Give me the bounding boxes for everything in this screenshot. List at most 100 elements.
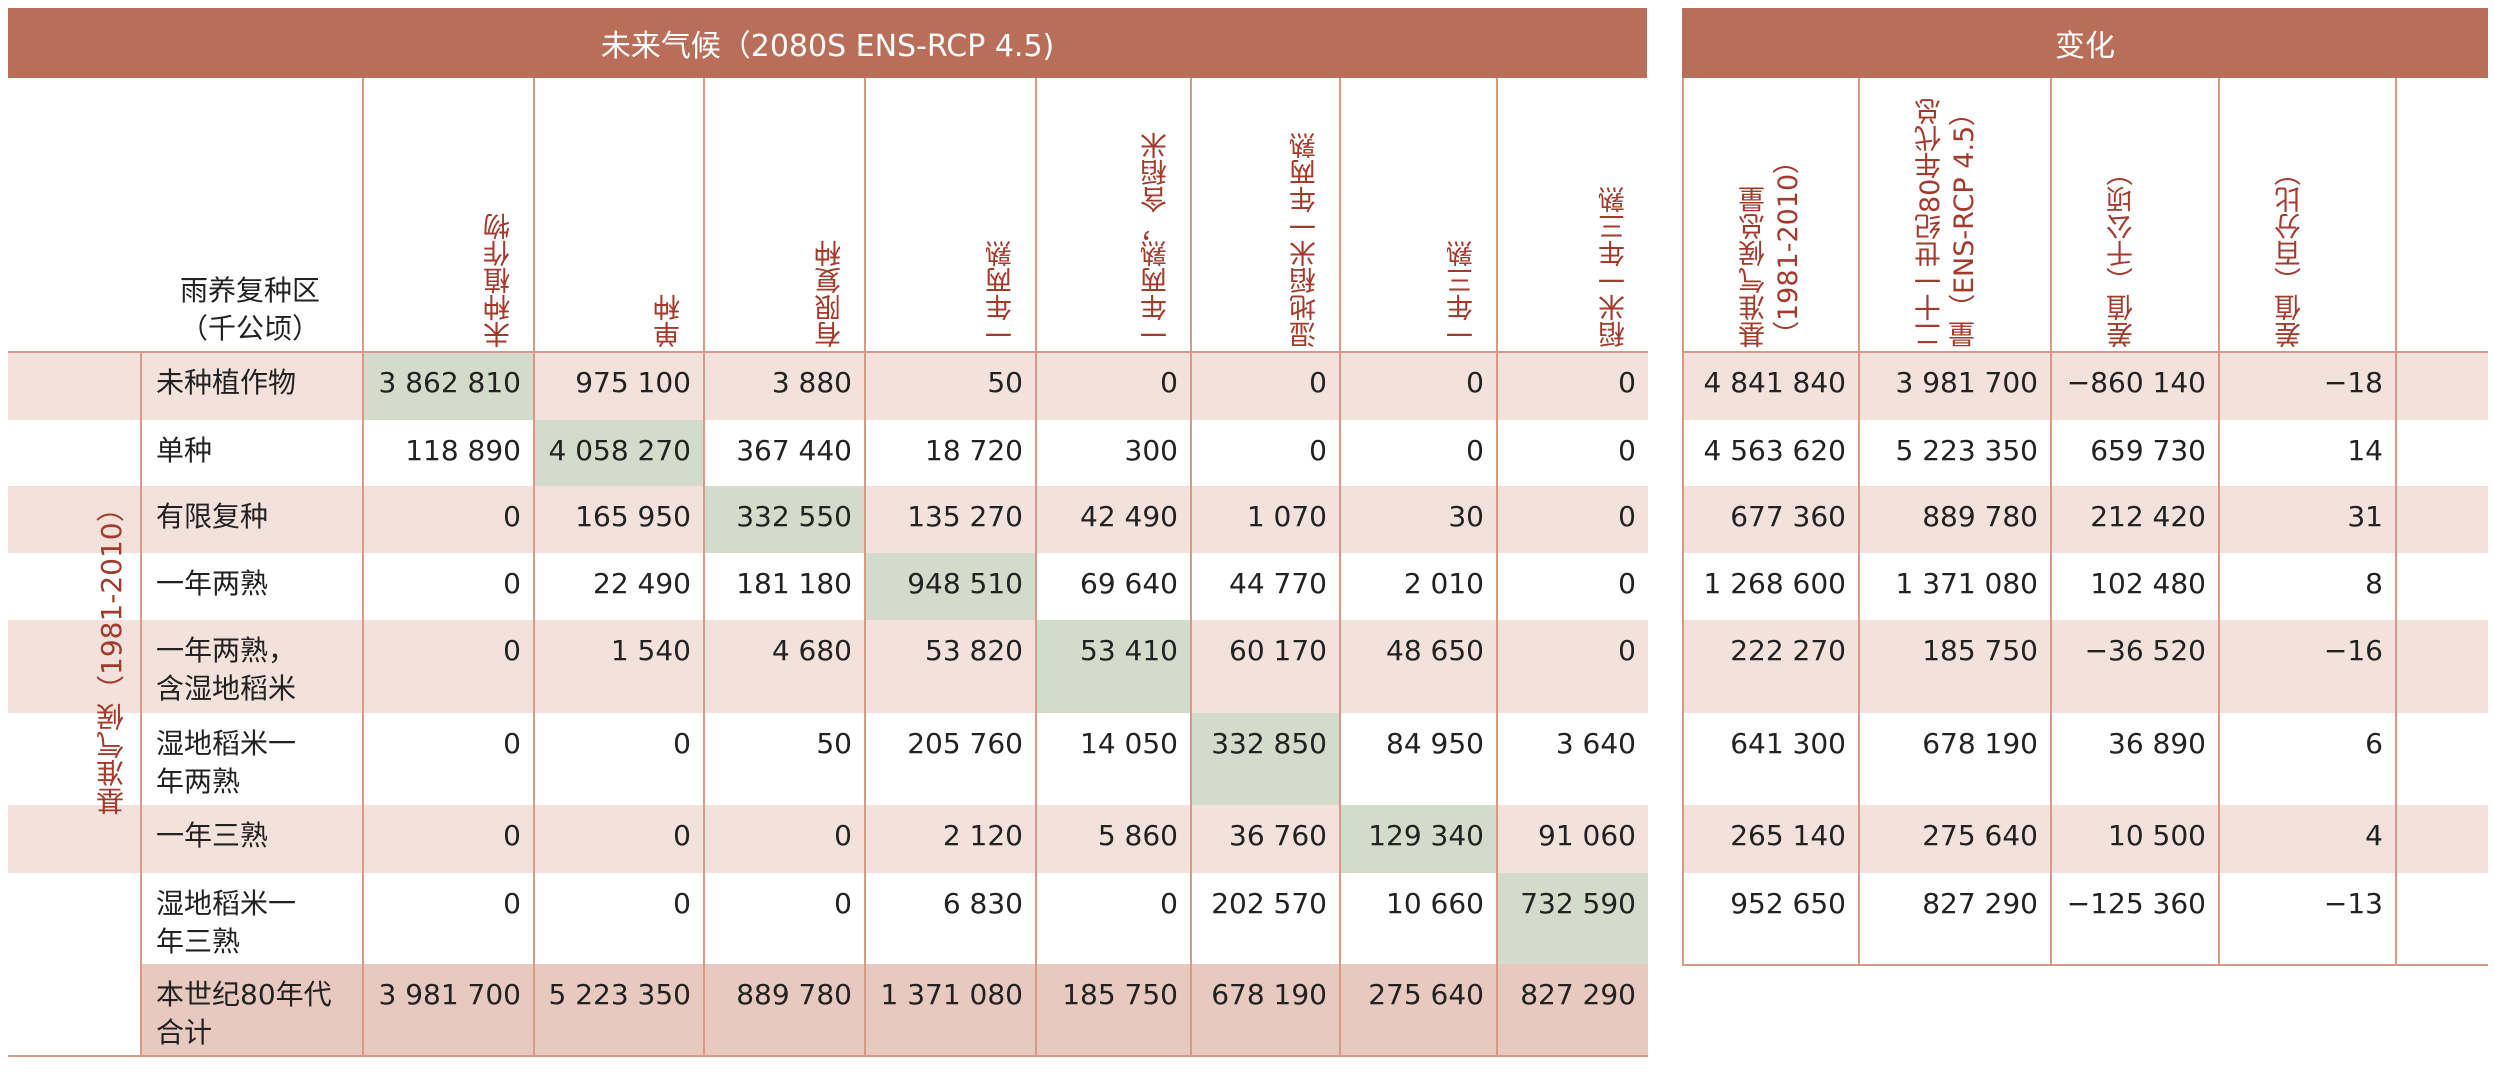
table-cell: 0	[1618, 500, 1636, 533]
diagonal-cell	[364, 352, 533, 420]
header-rule	[1682, 351, 2488, 353]
change-cell: 5 223 350	[1895, 434, 2038, 467]
table-cell: 118 890	[405, 434, 521, 467]
row-label: 未种植作物	[156, 366, 297, 399]
row-band	[1682, 620, 2488, 713]
row-label: 湿地稻米一 年三熟	[156, 887, 297, 958]
table-cell: 0	[1466, 434, 1484, 467]
table-cell: 1 070	[1246, 500, 1327, 533]
row-band	[8, 620, 1648, 713]
table-cell: 14 050	[1080, 727, 1178, 760]
change-cell: 889 780	[1922, 500, 2038, 533]
diagonal-cell	[535, 420, 703, 486]
table-cell: 30	[1448, 500, 1484, 533]
table-cell: 22 490	[593, 567, 691, 600]
column-rule	[533, 78, 535, 1055]
change-column-header: 差值（百分比）	[2275, 159, 2306, 348]
table-cell: 0	[503, 567, 521, 600]
table-cell: 0	[1618, 567, 1636, 600]
diagonal-cell	[1341, 805, 1496, 873]
table-cell: 3 640	[1555, 727, 1636, 760]
table-cell: 732 590	[1520, 887, 1636, 920]
column-rule	[362, 78, 364, 1055]
table-cell: 42 490	[1080, 500, 1178, 533]
future-column-header: 湿地稻米一年两熟	[1290, 132, 1321, 348]
change-cell: 3 981 700	[1895, 366, 2038, 399]
change-cell: 4 563 620	[1703, 434, 1846, 467]
future-climate-header: 未来气候（2080S ENS-RCP 4.5)	[8, 8, 1647, 78]
change-cell: −125 360	[2066, 887, 2206, 920]
table-cell: 827 290	[1520, 978, 1636, 1011]
table-cell: 165 950	[575, 500, 691, 533]
row-band	[1682, 352, 2488, 420]
change-cell: 275 640	[1922, 819, 2038, 852]
change-cell: 222 270	[1730, 634, 1846, 667]
future-column-header: 一年两熟，含稻米	[1141, 132, 1172, 348]
table-cell: 0	[1618, 434, 1636, 467]
table-cell: 1 371 080	[880, 978, 1023, 1011]
total-row-band	[140, 964, 1648, 1055]
change-cell: 641 300	[1730, 727, 1846, 760]
bottom-rule	[8, 1055, 1648, 1057]
future-column-header: 未种植作物	[484, 213, 515, 348]
future-column-header: 单种	[654, 294, 685, 348]
side-rule	[140, 352, 142, 1055]
table-cell: 275 640	[1368, 978, 1484, 1011]
diagonal-cell	[1498, 873, 1648, 964]
column-rule	[1682, 78, 1684, 964]
table-cell: 129 340	[1368, 819, 1484, 852]
row-label: 单种	[156, 434, 213, 467]
table-cell: 36 760	[1229, 819, 1327, 852]
total-row-label: 本世纪80年代 合计	[156, 978, 332, 1049]
column-rule	[1339, 78, 1341, 1055]
table-cell: 202 570	[1211, 887, 1327, 920]
change-cell: 102 480	[2090, 567, 2206, 600]
table-cell: 10 660	[1386, 887, 1484, 920]
table-cell: 948 510	[907, 567, 1023, 600]
table-cell: 3 880	[771, 366, 852, 399]
change-cell: 265 140	[1730, 819, 1846, 852]
column-rule	[2395, 78, 2397, 964]
row-label: 一年三熟	[156, 819, 269, 852]
table-cell: 0	[503, 500, 521, 533]
change-cell: 659 730	[2090, 434, 2206, 467]
table-cell: 1 540	[610, 634, 691, 667]
table-cell: 0	[673, 887, 691, 920]
table-cell: 0	[834, 887, 852, 920]
table-cell: 18 720	[925, 434, 1023, 467]
table-cell: 84 950	[1386, 727, 1484, 760]
table-cell: 53 820	[925, 634, 1023, 667]
change-cell: 827 290	[1922, 887, 2038, 920]
table-cell: 367 440	[736, 434, 852, 467]
change-column-header: 差值（千公顷）	[2107, 159, 2138, 348]
table-cell: 0	[834, 819, 852, 852]
table-cell: 181 180	[736, 567, 852, 600]
corner-label: 雨养复种区 （千公顷）	[179, 274, 320, 345]
table-cell: 2 120	[942, 819, 1023, 852]
change-cell: 952 650	[1730, 887, 1846, 920]
table-cell: 6 830	[942, 887, 1023, 920]
change-cell: 10 500	[2108, 819, 2206, 852]
table-cell: 53 410	[1080, 634, 1178, 667]
diagonal-cell	[1037, 620, 1190, 713]
table-cell: 0	[503, 727, 521, 760]
change-cell: 1 268 600	[1703, 567, 1846, 600]
table-cell: 0	[1309, 366, 1327, 399]
diagonal-cell	[866, 553, 1035, 620]
row-label: 有限复种	[156, 500, 269, 533]
change-cell: 14	[2347, 434, 2383, 467]
table-cell: 5 223 350	[548, 978, 691, 1011]
table-cell: 69 640	[1080, 567, 1178, 600]
table-cell: 3 981 700	[378, 978, 521, 1011]
change-cell: 677 360	[1730, 500, 1846, 533]
change-cell: 4	[2365, 819, 2383, 852]
table-cell: 48 650	[1386, 634, 1484, 667]
row-band	[1682, 486, 2488, 553]
column-rule	[1190, 78, 1192, 1055]
row-label: 一年两熟	[156, 567, 269, 600]
header-rule	[8, 351, 1648, 353]
table-cell: 0	[503, 887, 521, 920]
change-cell: 4 841 840	[1703, 366, 1846, 399]
change-cell: 185 750	[1922, 634, 2038, 667]
table-cell: 0	[1618, 634, 1636, 667]
